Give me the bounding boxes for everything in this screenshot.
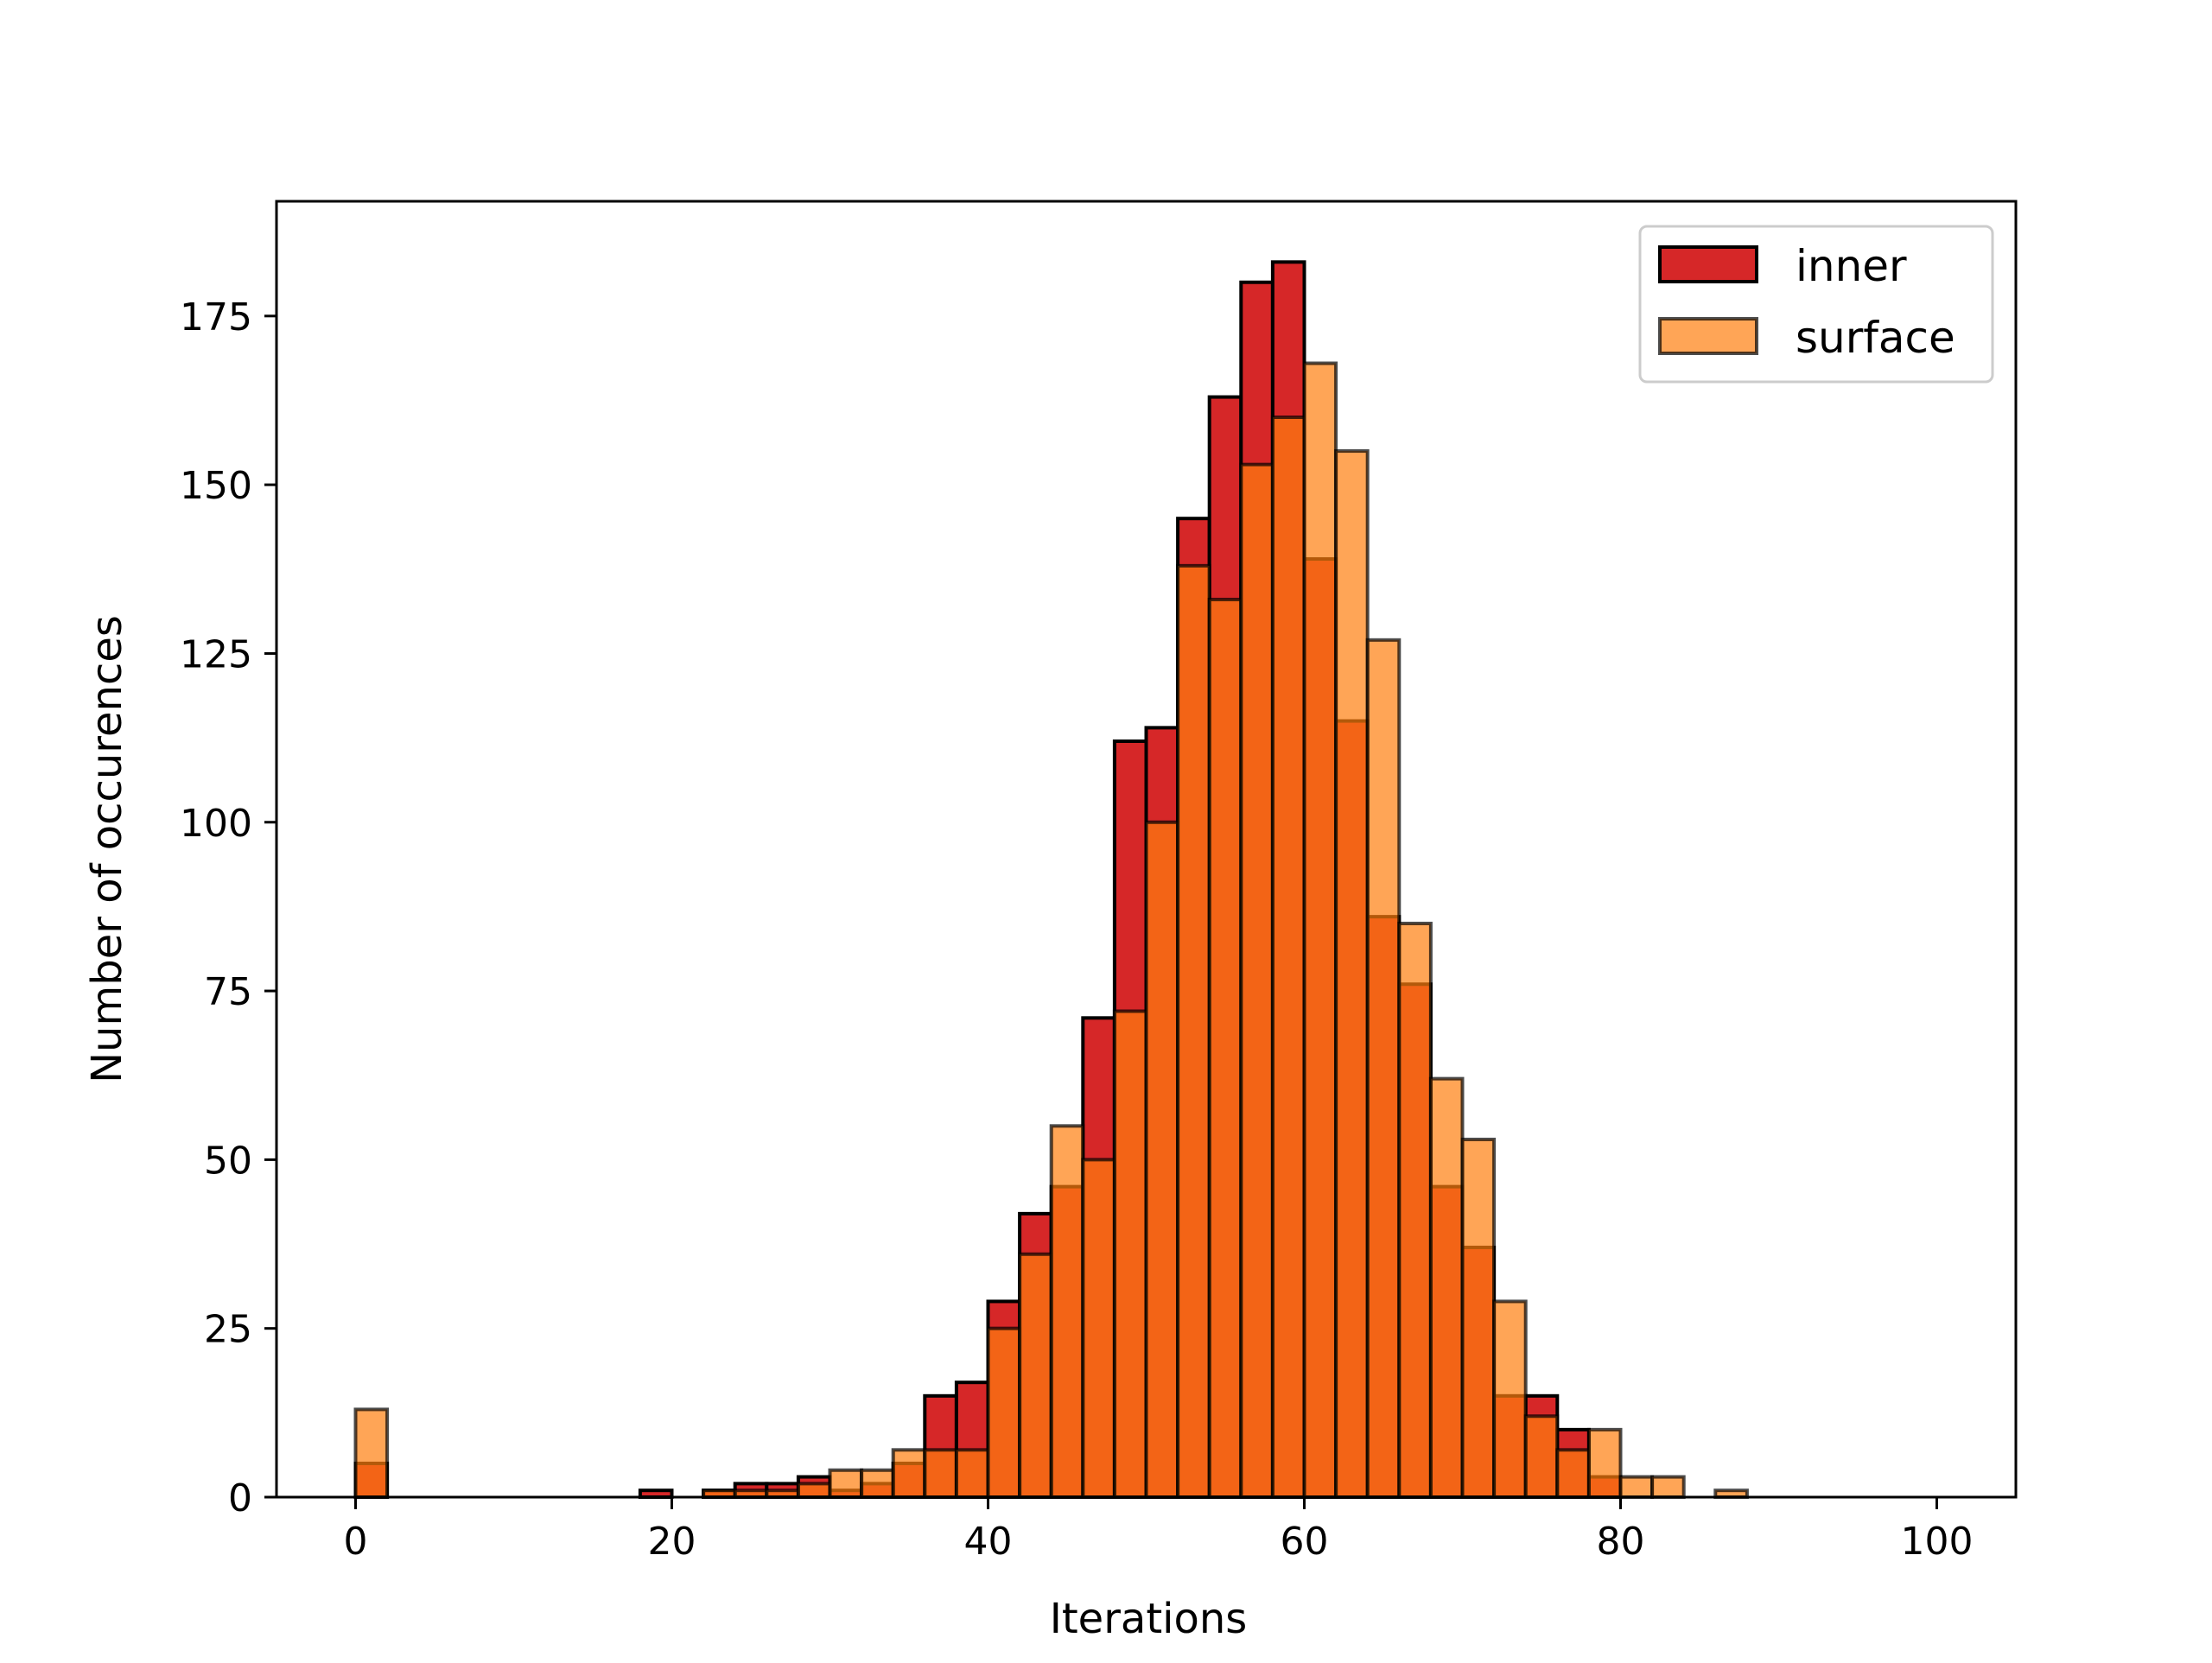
bar-surface-46 (1081, 1158, 1116, 1499)
bar-surface-64 (1365, 638, 1402, 1499)
bar-surface-74 (1523, 1414, 1560, 1499)
bar-surface-78 (1586, 1427, 1623, 1499)
bar-surface-70 (1460, 1137, 1497, 1499)
series-surface (353, 361, 1749, 1499)
x-tick-label: 60 (1281, 1520, 1329, 1564)
bar-surface-62 (1334, 449, 1370, 1499)
y-axis-label: Number of occurences (83, 615, 131, 1083)
x-tick-label: 20 (648, 1520, 696, 1564)
bar-surface-48 (1112, 1009, 1148, 1499)
bar-surface-44 (1049, 1124, 1085, 1499)
bar-surface-66 (1397, 921, 1433, 1499)
bar-surface-40 (986, 1326, 1022, 1499)
bar-surface-0 (353, 1407, 390, 1499)
bar-surface-82 (1650, 1475, 1686, 1499)
legend-swatch-surface (1658, 317, 1758, 355)
bar-surface-34 (891, 1448, 927, 1499)
y-tick-label: 150 (180, 464, 252, 508)
plot-frame (275, 200, 2018, 1499)
y-tick-label: 25 (204, 1308, 252, 1352)
bar-surface-52 (1176, 563, 1211, 1499)
bar-surface-30 (828, 1468, 864, 1499)
y-tick-label: 175 (180, 295, 252, 340)
x-tick-label: 100 (1901, 1520, 1974, 1564)
legend-label-surface: surface (1796, 313, 1955, 363)
bars-layer (353, 260, 1749, 1499)
y-tick-label: 0 (228, 1476, 252, 1520)
bar-surface-54 (1207, 597, 1243, 1499)
bar-surface-60 (1302, 361, 1338, 1499)
bar-surface-80 (1618, 1475, 1655, 1499)
bar-surface-38 (954, 1448, 990, 1499)
ticks-layer: 0 20 40 60 80 100 0 25 50 75 100 125 150 175 (180, 295, 1973, 1564)
legend: inner surface (1638, 225, 1994, 384)
x-axis-label: Iterations (1050, 1595, 1248, 1643)
legend-label-inner: inner (1796, 241, 1907, 291)
bar-surface-76 (1555, 1448, 1591, 1499)
y-tick-label: 125 (180, 632, 252, 676)
x-tick-label: 40 (964, 1520, 1013, 1564)
y-tick-label: 100 (180, 802, 252, 846)
bar-surface-32 (860, 1468, 895, 1499)
bar-surface-50 (1144, 820, 1180, 1499)
bar-surface-58 (1270, 416, 1306, 1499)
bar-surface-28 (796, 1482, 832, 1499)
x-tick-label: 80 (1597, 1520, 1645, 1564)
x-tick-label: 0 (344, 1520, 368, 1564)
bar-surface-42 (1018, 1252, 1053, 1499)
y-tick-label: 50 (204, 1139, 252, 1183)
bar-surface-56 (1239, 462, 1274, 1499)
bar-surface-68 (1428, 1076, 1465, 1499)
bar-surface-72 (1492, 1299, 1528, 1499)
y-tick-label: 75 (204, 970, 252, 1014)
legend-swatch-inner (1658, 245, 1758, 283)
bar-surface-36 (923, 1448, 958, 1499)
